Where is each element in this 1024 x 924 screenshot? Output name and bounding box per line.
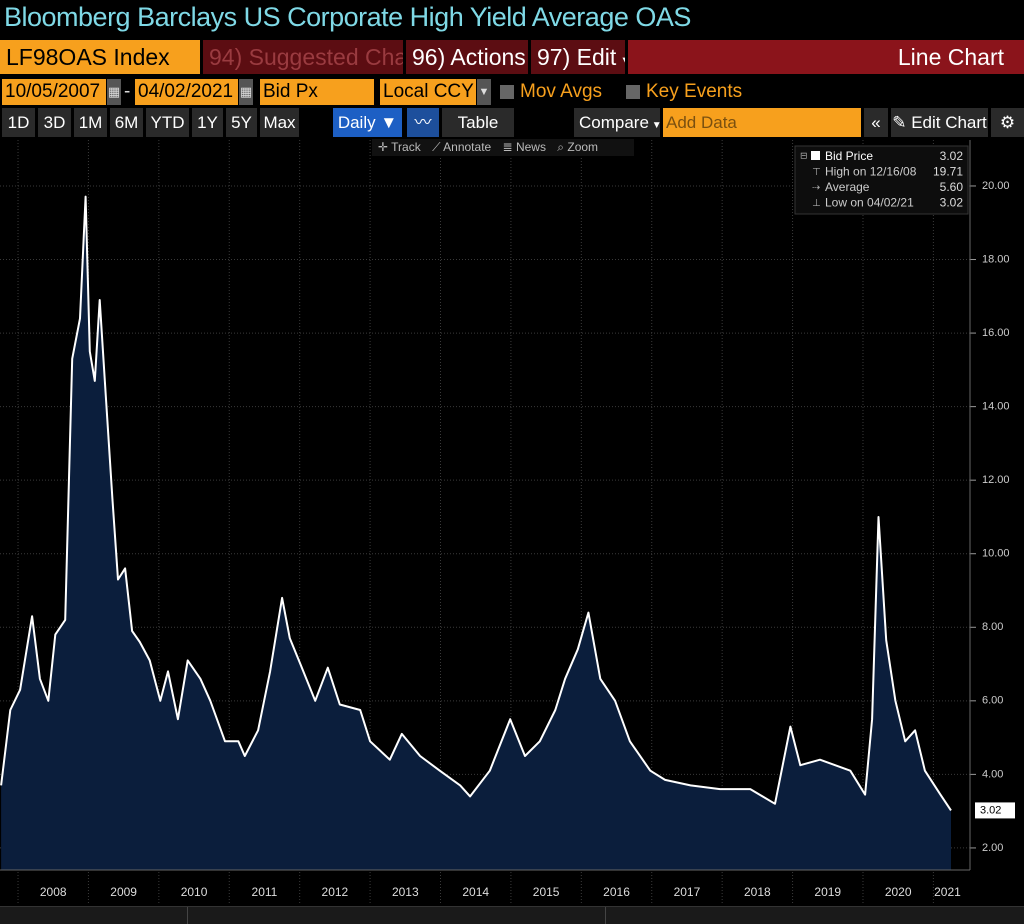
compare-label: Compare [579, 113, 649, 132]
legend-value: 3.02 [940, 196, 964, 210]
tool-zoom[interactable]: Zoom [567, 140, 599, 154]
y-tick-label: 4.00 [982, 768, 1003, 780]
price-line [0, 195, 952, 811]
separator [187, 907, 188, 924]
add-data-input[interactable]: Add Data [663, 108, 861, 137]
tool-track[interactable]: Track [391, 140, 421, 154]
legend-value: 3.02 [940, 149, 964, 163]
frequency-select[interactable]: Daily ▼ [333, 108, 402, 137]
tool-annotate[interactable]: Annotate [443, 140, 492, 154]
legend-icon: ⇢ [812, 183, 820, 194]
period-button[interactable]: 6M [110, 108, 143, 137]
chart-tools: ✛ Track ⟋ Annotate ≣ News ⌕ Zoom [372, 139, 634, 156]
collapse-button[interactable]: « [864, 108, 888, 137]
last-price-label: 3.02 [980, 804, 1001, 816]
dropdown-arrow[interactable]: ▼ [477, 79, 491, 105]
period-button[interactable]: YTD [146, 108, 189, 137]
key-events-label: Key Events [646, 81, 743, 102]
settings-button[interactable]: ⚙ [991, 108, 1024, 137]
compare-menu[interactable]: Compare ▼ [574, 108, 660, 137]
legend-icon: ⊤ [812, 167, 821, 178]
calendar-icon[interactable]: ▦ [239, 79, 253, 105]
x-tick-label: 2011 [252, 885, 278, 899]
y-tick-label: 20.00 [982, 180, 1010, 192]
edit-chart-label: Edit Chart [911, 113, 987, 132]
y-tick-label: 6.00 [982, 695, 1003, 707]
y-tick-label: 14.00 [982, 401, 1010, 413]
legend: ⊟ Bid Price 3.02 ⊤ High on 12/16/08 19.71 ⇢ Ave… [794, 145, 969, 215]
actions-label: 96) Actions [412, 44, 526, 70]
legend-value: 19.71 [933, 165, 963, 179]
page-title: Bloomberg Barclays US Corporate High Yie… [4, 2, 691, 32]
status-bar [0, 906, 1024, 924]
period-button[interactable]: Max [260, 108, 299, 137]
currency-select[interactable]: Local CCY [380, 79, 476, 105]
legend-mark: ⊟ [800, 150, 808, 160]
field-select[interactable]: Bid Px [260, 79, 374, 105]
y-tick-label: 10.00 [982, 548, 1010, 560]
line-chart-icon[interactable]: 〰 [407, 108, 439, 137]
actions-menu[interactable]: 96) Actions ▼ [406, 40, 528, 74]
period-button[interactable]: 3D [38, 108, 71, 137]
x-tick-label: 2009 [110, 885, 137, 899]
legend-label: High on 12/16/08 [825, 165, 917, 179]
x-tick-label: 2010 [181, 885, 208, 899]
y-tick-label: 12.00 [982, 474, 1010, 486]
legend-box [794, 145, 969, 215]
x-tick-label: 2013 [392, 885, 419, 899]
last-price-box [975, 802, 1015, 819]
period-button[interactable]: 5Y [226, 108, 257, 137]
calendar-icon[interactable]: ▦ [107, 79, 121, 105]
legend-label: Average [825, 180, 870, 194]
end-date[interactable]: 04/02/2021 [135, 79, 238, 105]
x-tick-label: 2012 [322, 885, 349, 899]
legend-swatch [811, 151, 820, 160]
ticker-input[interactable]: LF98OAS Index [0, 40, 200, 74]
legend-value: 5.60 [940, 180, 964, 194]
x-tick-label: 2018 [744, 885, 771, 899]
period-button[interactable]: 1D [2, 108, 35, 137]
area-fill [1, 196, 952, 871]
x-tick-label: 2008 [40, 885, 67, 899]
legend-label: Low on 04/02/21 [825, 196, 914, 210]
x-tick-label: 2015 [533, 885, 560, 899]
legend-label: Bid Price [825, 149, 873, 163]
y-tick-label: 16.00 [982, 327, 1010, 339]
tool-news[interactable]: News [515, 140, 546, 154]
table-button[interactable]: Table [442, 108, 514, 137]
separator [605, 907, 606, 924]
x-tick-label: 2021 [934, 885, 961, 899]
suggested-charts[interactable]: 94) Suggested Charts [203, 40, 403, 74]
y-tick-label: 8.00 [982, 621, 1003, 633]
start-date[interactable]: 10/05/2007 [2, 79, 106, 105]
x-tick-label: 2014 [462, 885, 489, 899]
x-tick-label: 2017 [674, 885, 701, 899]
y-tick-label: 18.00 [982, 253, 1010, 265]
legend-icon: ⊥ [812, 198, 821, 209]
x-tick-label: 2016 [603, 885, 630, 899]
checkbox[interactable] [626, 85, 640, 99]
edit-label: 97) Edit [537, 44, 617, 70]
x-tick-label: 2019 [814, 885, 841, 899]
y-tick-label: 2.00 [982, 842, 1003, 854]
x-tick-label: 2020 [885, 885, 912, 899]
date-separator: - [124, 81, 131, 102]
frequency-label: Daily [337, 113, 376, 132]
mov-avgs-label: Mov Avgs [520, 81, 603, 102]
edit-chart-button[interactable]: ✎ Edit Chart [891, 108, 988, 137]
period-button[interactable]: 1M [74, 108, 107, 137]
checkbox[interactable] [500, 85, 514, 99]
period-button[interactable]: 1Y [192, 108, 223, 137]
chart-type: Line Chart [628, 40, 1024, 74]
edit-menu[interactable]: 97) Edit ▼ [531, 40, 625, 74]
